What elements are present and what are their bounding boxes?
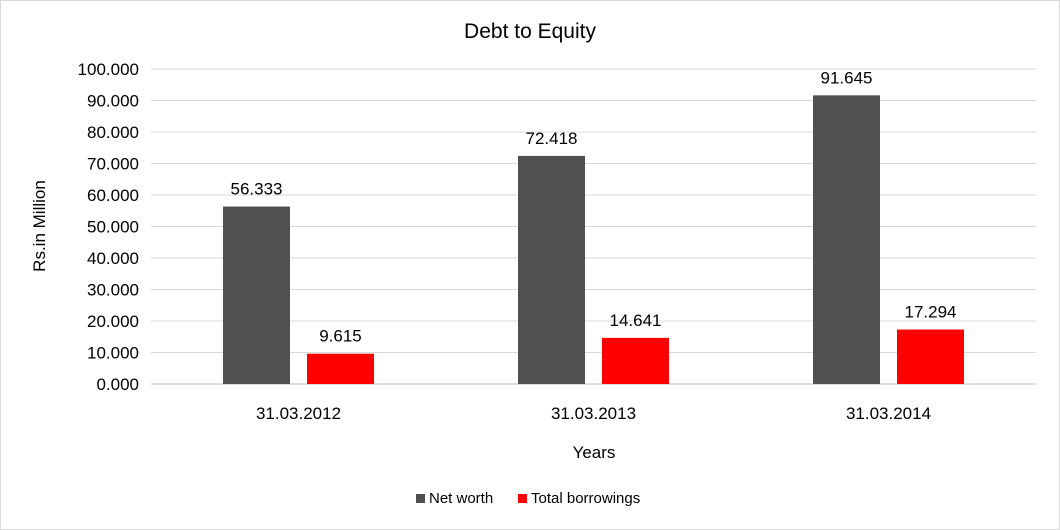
y-tick-label: 30.000 [87,281,139,300]
y-tick-label: 100.000 [78,60,139,79]
x-tick-label: 31.03.2014 [846,404,931,423]
y-tick-label: 70.000 [87,155,139,174]
chart-title: Debt to Equity [464,20,596,43]
y-tick-label: 90.000 [87,92,139,111]
y-tick-label: 40.000 [87,249,139,268]
x-tick-label: 31.03.2013 [551,404,636,423]
bar-total-borrowings [307,353,374,384]
y-tick-label: 60.000 [87,186,139,205]
x-axis-ticks: 31.03.2012 31.03.2013 31.03.2014 [256,404,931,423]
data-label: 14.641 [610,311,662,330]
gridlines [151,68,1036,385]
x-axis-title: Years [573,443,616,462]
bar-net-worth [223,206,290,384]
bar-net-worth [813,95,880,385]
y-tick-label: 0.000 [96,375,139,394]
data-label: 17.294 [905,303,957,322]
legend-swatch-net-worth [416,494,425,503]
data-label: 91.645 [821,68,873,87]
data-label: 9.615 [319,327,362,346]
bar-net-worth [518,155,585,384]
y-tick-label: 50.000 [87,218,139,237]
data-label: 72.418 [526,129,578,148]
bars [223,95,964,385]
legend: Net worth Total borrowings [416,490,640,507]
y-tick-label: 20.000 [87,312,139,331]
legend-swatch-total-borrowings [518,494,527,503]
bar-total-borrowings [602,337,669,384]
bar-total-borrowings [897,329,964,384]
x-tick-label: 31.03.2012 [256,404,341,423]
y-tick-label: 80.000 [87,123,139,142]
legend-label-net-worth: Net worth [429,490,493,507]
data-labels: 56.333 9.615 72.418 14.641 91.645 17.294 [231,68,957,345]
data-label: 56.333 [231,180,283,199]
y-tick-label: 10.000 [87,344,139,363]
legend-label-total-borrowings: Total borrowings [531,490,640,507]
y-axis-title: Rs.in Million [30,180,49,272]
y-axis-ticks: 0.000 10.000 20.000 30.000 40.000 50.000 60.00… [78,60,139,394]
